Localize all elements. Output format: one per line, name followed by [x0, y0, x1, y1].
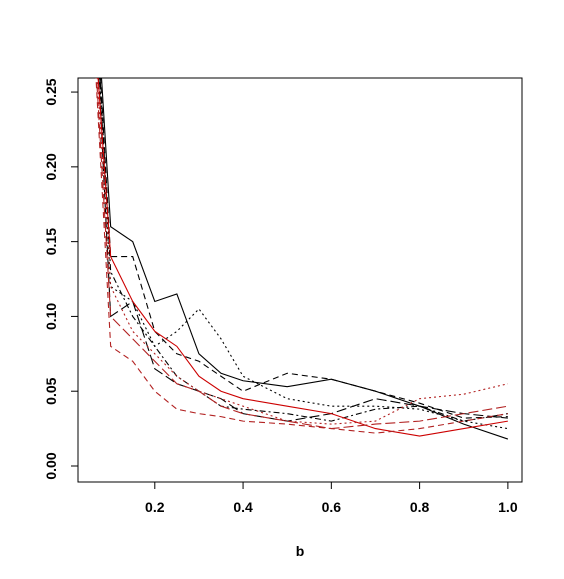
y-tick-label: 0.05 [43, 377, 59, 404]
x-tick-label: 1.0 [498, 499, 518, 515]
series-line [96, 78, 508, 430]
series-line [99, 78, 508, 422]
series-line [99, 78, 508, 430]
series-line [97, 78, 508, 437]
series-line [98, 78, 508, 422]
x-tick-label: 0.4 [233, 499, 253, 515]
plot-frame [77, 77, 523, 483]
y-tick-label: 0.20 [43, 153, 59, 180]
series-line [99, 78, 508, 419]
x-tick-label: 0.2 [145, 499, 165, 515]
y-tick-label: 0.15 [43, 228, 59, 255]
x-axis-label: b [296, 543, 305, 559]
series-line [100, 78, 509, 440]
lines [95, 78, 509, 440]
series-line [95, 78, 508, 434]
series-line [96, 78, 509, 425]
x-tick-label: 0.8 [410, 499, 430, 515]
y-tick-label: 0.25 [43, 78, 59, 105]
x-tick-label: 0.6 [322, 499, 342, 515]
y-tick-label: 0.10 [43, 303, 59, 330]
y-tick-label: 0.00 [43, 452, 59, 479]
